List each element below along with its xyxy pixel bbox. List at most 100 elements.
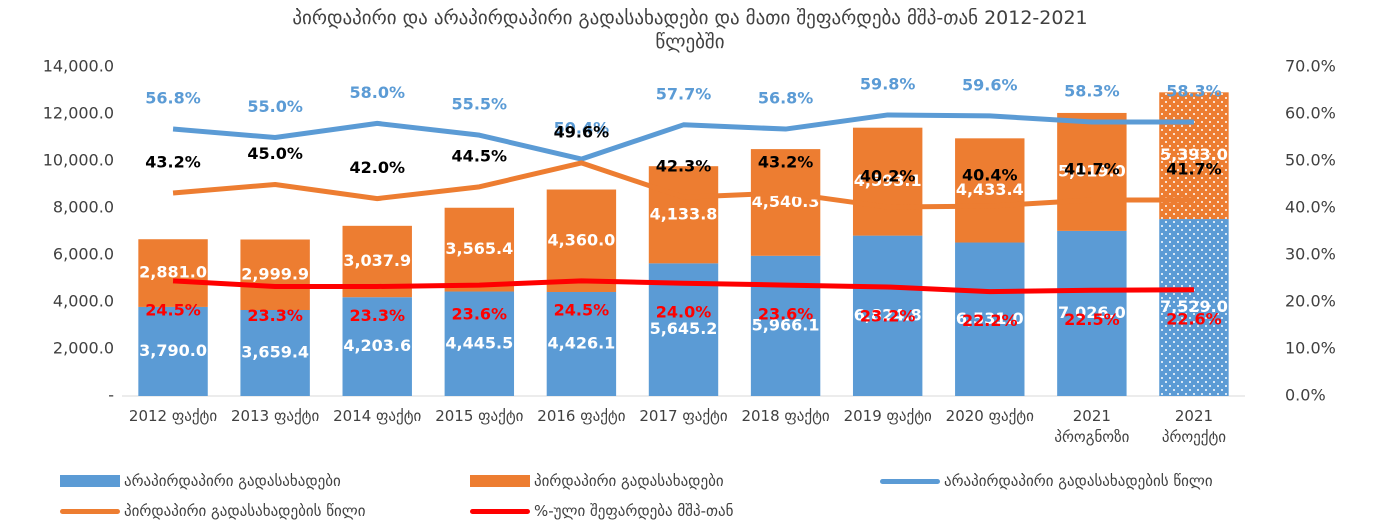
y-tick-label: 14,000.0 xyxy=(43,57,114,76)
data-label: 40.2% xyxy=(860,167,916,186)
y2-tick-label: 30.0% xyxy=(1285,245,1336,264)
data-label: 6,824.8 xyxy=(854,305,922,324)
bar xyxy=(852,127,923,236)
data-label: 7,026.0 xyxy=(1058,303,1126,322)
legend-swatch xyxy=(470,508,530,514)
data-label: 4,360.0 xyxy=(547,230,615,249)
y2-tick-label: 70.0% xyxy=(1285,57,1336,76)
bar xyxy=(955,242,1025,396)
y2-tick-label: 50.0% xyxy=(1285,151,1336,170)
legend-item: არაპირდაპირი გადასახადების წილი xyxy=(880,466,1290,496)
legend-swatch xyxy=(880,478,940,484)
data-label: 45.0% xyxy=(247,144,303,163)
data-label: 23.3% xyxy=(349,306,405,325)
data-label: 2,881.0 xyxy=(139,263,207,282)
data-label: 4,426.1 xyxy=(547,333,615,352)
data-label: 42.0% xyxy=(349,158,405,177)
line-series xyxy=(172,160,1194,210)
y-tick-label: 10,000.0 xyxy=(43,151,114,170)
bar xyxy=(138,306,208,396)
y-tick-label: 2,000.0 xyxy=(53,339,114,358)
bar xyxy=(546,291,617,396)
data-label: 24.5% xyxy=(554,300,610,319)
data-label: 59.6% xyxy=(962,75,1018,94)
data-label: 22.5% xyxy=(1064,310,1120,329)
data-label: 22.6% xyxy=(1166,309,1222,328)
data-label: 4,433.4 xyxy=(956,180,1024,199)
x-tick-label: 2021 პროექტი xyxy=(1161,407,1227,446)
data-label: 23.2% xyxy=(860,306,916,325)
legend-item: პირდაპირი გადასახადების წილი xyxy=(60,496,470,526)
legend-swatch xyxy=(60,508,120,514)
data-label: 24.5% xyxy=(145,300,201,319)
data-label: 42.3% xyxy=(656,157,712,176)
data-label: 58.3% xyxy=(1064,81,1120,100)
y-tick-label: 6,000.0 xyxy=(53,245,114,264)
x-tick-label: 2012 ფაქტი xyxy=(128,407,218,425)
line-series xyxy=(172,112,1194,162)
data-label: 56.8% xyxy=(145,89,201,108)
x-tick-label: 2014 ფაქტი xyxy=(333,407,422,425)
x-tick-label: 2019 ფაქტი xyxy=(843,407,932,425)
data-label: 5,393.0 xyxy=(1160,145,1228,164)
y2-tick-label: 10.0% xyxy=(1285,339,1336,358)
bar xyxy=(342,297,412,396)
legend-swatch xyxy=(60,475,120,487)
data-label: 5,966.1 xyxy=(752,315,820,334)
y-tick-label: - xyxy=(108,386,114,405)
bar xyxy=(955,138,1025,243)
y-tick-label: 4,000.0 xyxy=(53,292,114,311)
data-label: 22.2% xyxy=(962,311,1018,330)
y-tick-label: 8,000.0 xyxy=(53,198,114,217)
bar xyxy=(1057,230,1127,396)
bar xyxy=(750,255,821,396)
chart-title: პირდაპირი და არაპირდაპირი გადასახადები დ… xyxy=(292,7,1088,53)
data-label: 4,593.1 xyxy=(854,171,922,190)
data-label: 55.5% xyxy=(452,95,508,114)
data-label: 2,999.9 xyxy=(241,264,309,283)
x-tick-label: 2015 ფაქტი xyxy=(435,407,524,425)
x-tick-label: 2020 ფაქტი xyxy=(945,407,1034,425)
data-label: 5,645.2 xyxy=(650,319,718,338)
data-label: 24.0% xyxy=(656,303,712,322)
y2-tick-label: 0.0% xyxy=(1285,386,1326,405)
data-label: 5,019.0 xyxy=(1058,161,1126,180)
data-label: 7,529.0 xyxy=(1160,297,1228,316)
legend-swatch xyxy=(470,475,530,487)
bar xyxy=(240,239,310,311)
data-label: 3,659.4 xyxy=(241,343,309,362)
y2-tick-label: 20.0% xyxy=(1285,292,1336,311)
data-label: 50.4% xyxy=(554,119,610,138)
data-label: 23.6% xyxy=(452,305,508,324)
data-label: 41.7% xyxy=(1064,160,1120,179)
legend-label: %-ული შეფარდება მშპ-თან xyxy=(534,502,734,520)
x-tick-label: 2016 ფაქტი xyxy=(537,407,626,425)
legend-item: %-ული შეფარდება მშპ-თან xyxy=(470,496,880,526)
bar xyxy=(240,310,310,396)
data-label: 3,037.9 xyxy=(343,251,411,270)
x-tick-label: 2017 ფაქტი xyxy=(639,407,728,425)
data-label: 43.2% xyxy=(758,152,814,171)
data-label: 43.2% xyxy=(145,152,201,171)
data-label: 3,565.4 xyxy=(445,239,513,258)
x-tick-label: 2018 ფაქტი xyxy=(741,407,830,425)
bar xyxy=(648,166,719,264)
data-label: 4,133.8 xyxy=(650,204,718,223)
bar xyxy=(1057,112,1127,231)
data-label: 40.4% xyxy=(962,166,1018,185)
legend-item: არაპირდაპირი გადასახადები xyxy=(60,466,470,496)
bar xyxy=(852,235,923,396)
x-tick-label: 2013 ფაქტი xyxy=(231,407,320,425)
line-series xyxy=(172,278,1194,295)
bar xyxy=(444,291,515,396)
y2-tick-label: 40.0% xyxy=(1285,198,1336,217)
data-label: 23.6% xyxy=(758,305,814,324)
data-label: 3,790.0 xyxy=(139,341,207,360)
legend-label: პირდაპირი გადასახადების წილი xyxy=(124,502,366,520)
data-label: 6,531.0 xyxy=(956,309,1024,328)
data-label: 41.7% xyxy=(1166,160,1222,179)
data-label: 4,203.6 xyxy=(343,336,411,355)
data-label: 55.0% xyxy=(247,97,303,116)
